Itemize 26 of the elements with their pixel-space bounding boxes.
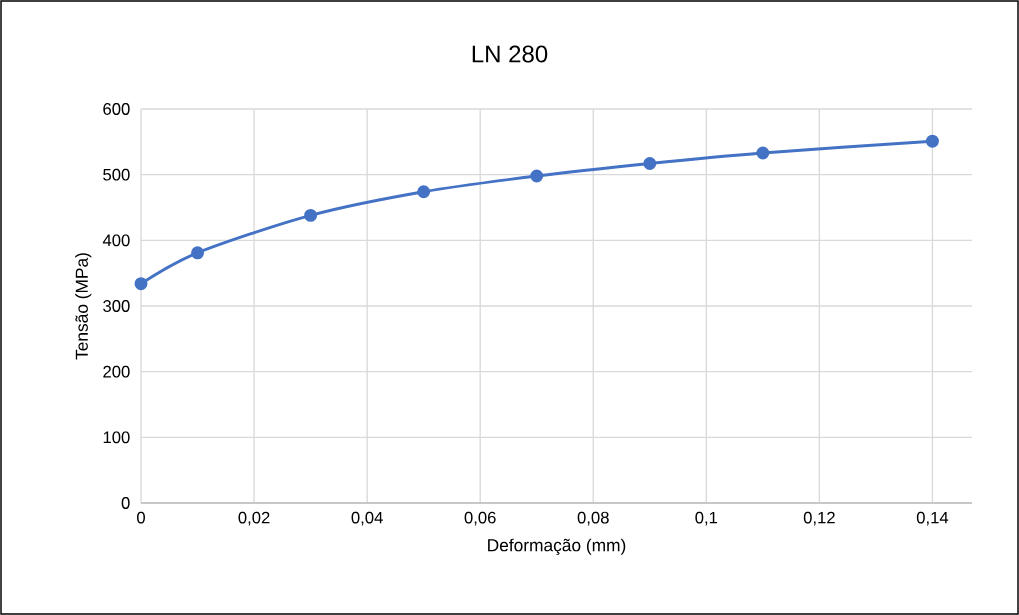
point [643, 157, 657, 170]
y-tick-label: 600 [103, 103, 130, 115]
y-axis-title: Tensão (MPa) [75, 253, 92, 360]
x-tick-label: 0,02 [238, 511, 270, 526]
y-tick-label: 300 [103, 300, 130, 312]
point [304, 208, 318, 222]
x-tick-label: 0,06 [464, 511, 496, 526]
x-tick-label: 0,1 [695, 511, 718, 526]
y-tick-label: 500 [103, 168, 130, 181]
y-tick-label: 200 [103, 365, 130, 378]
y-tick-label: 100 [103, 431, 130, 444]
x-tick-label: 0,12 [803, 511, 835, 526]
point [530, 169, 544, 183]
x-tick-label: 0,14 [916, 511, 949, 526]
point [191, 246, 205, 260]
point [756, 146, 770, 160]
x-tick-label: 0 [137, 511, 145, 524]
x-axis-title: Deformação (mm) [488, 538, 626, 555]
x-tick-label: 0,08 [577, 511, 609, 526]
y-tick-label: 400 [102, 234, 130, 247]
x-tick-label: 0,04 [351, 511, 383, 526]
point [925, 134, 939, 148]
y-tick-label: 0 [121, 497, 130, 509]
point [417, 185, 431, 199]
point [134, 277, 148, 291]
chart-title: LN 280 [472, 45, 548, 63]
